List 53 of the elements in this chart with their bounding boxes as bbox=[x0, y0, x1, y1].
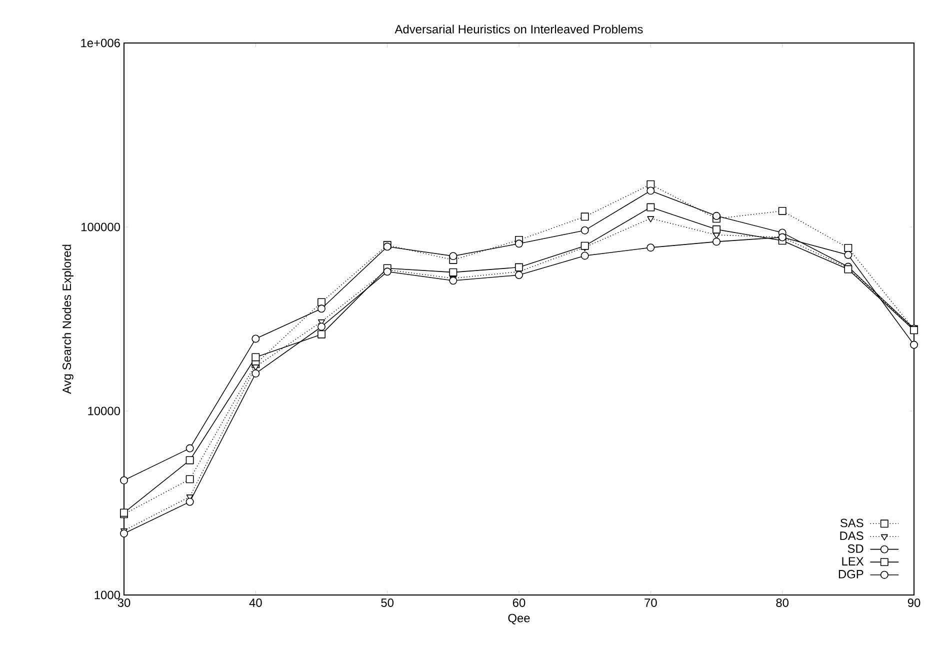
point bbox=[120, 529, 128, 538]
point bbox=[120, 476, 128, 484]
legend-label: SAS bbox=[840, 518, 864, 528]
point bbox=[186, 498, 194, 506]
x-tick-label: 40 bbox=[249, 598, 262, 607]
point bbox=[252, 369, 260, 378]
point bbox=[580, 212, 589, 221]
point bbox=[712, 238, 720, 246]
point bbox=[186, 456, 194, 464]
y-tick-label: 1e+006 bbox=[81, 38, 120, 48]
point bbox=[449, 252, 458, 260]
point bbox=[252, 364, 260, 371]
point bbox=[252, 353, 260, 362]
x-tick-label: 50 bbox=[381, 598, 394, 607]
point bbox=[646, 244, 655, 252]
point bbox=[252, 334, 260, 343]
point bbox=[580, 252, 589, 260]
point bbox=[712, 225, 720, 234]
point bbox=[186, 444, 194, 452]
point bbox=[318, 304, 326, 313]
point bbox=[778, 206, 786, 215]
chart-title: Adversarial Heuristics on Interleaved Problems bbox=[394, 24, 643, 34]
point bbox=[910, 340, 918, 349]
point bbox=[186, 475, 194, 484]
point bbox=[449, 276, 458, 285]
point bbox=[646, 186, 655, 195]
point bbox=[449, 268, 458, 276]
x-tick-label: 70 bbox=[644, 598, 657, 607]
y-tick-label: 100000 bbox=[81, 222, 120, 232]
legend-label: DGP bbox=[838, 570, 864, 578]
point bbox=[580, 226, 589, 234]
x-axis-title: Qee bbox=[508, 614, 530, 624]
point bbox=[647, 216, 654, 222]
legend-label: DAS bbox=[840, 532, 864, 540]
legend-label: LEX bbox=[842, 557, 864, 566]
point bbox=[515, 240, 523, 248]
point bbox=[318, 322, 326, 331]
point bbox=[712, 212, 720, 220]
point bbox=[515, 263, 523, 272]
y-axis-title: Avg Search Nodes Explored bbox=[62, 244, 74, 394]
point bbox=[515, 271, 523, 280]
x-tick-label: 30 bbox=[118, 598, 130, 607]
y-tick-label: 10000 bbox=[88, 406, 120, 416]
point bbox=[318, 330, 326, 338]
y-tick-label: 1000 bbox=[94, 590, 120, 600]
x-tick-label: 90 bbox=[908, 598, 920, 607]
x-tick-label: 80 bbox=[776, 598, 789, 607]
x-tick-label: 60 bbox=[512, 598, 526, 607]
point bbox=[844, 244, 852, 252]
point bbox=[580, 242, 589, 250]
legend-label: SD bbox=[848, 544, 864, 553]
point bbox=[646, 203, 655, 212]
point bbox=[844, 250, 852, 259]
